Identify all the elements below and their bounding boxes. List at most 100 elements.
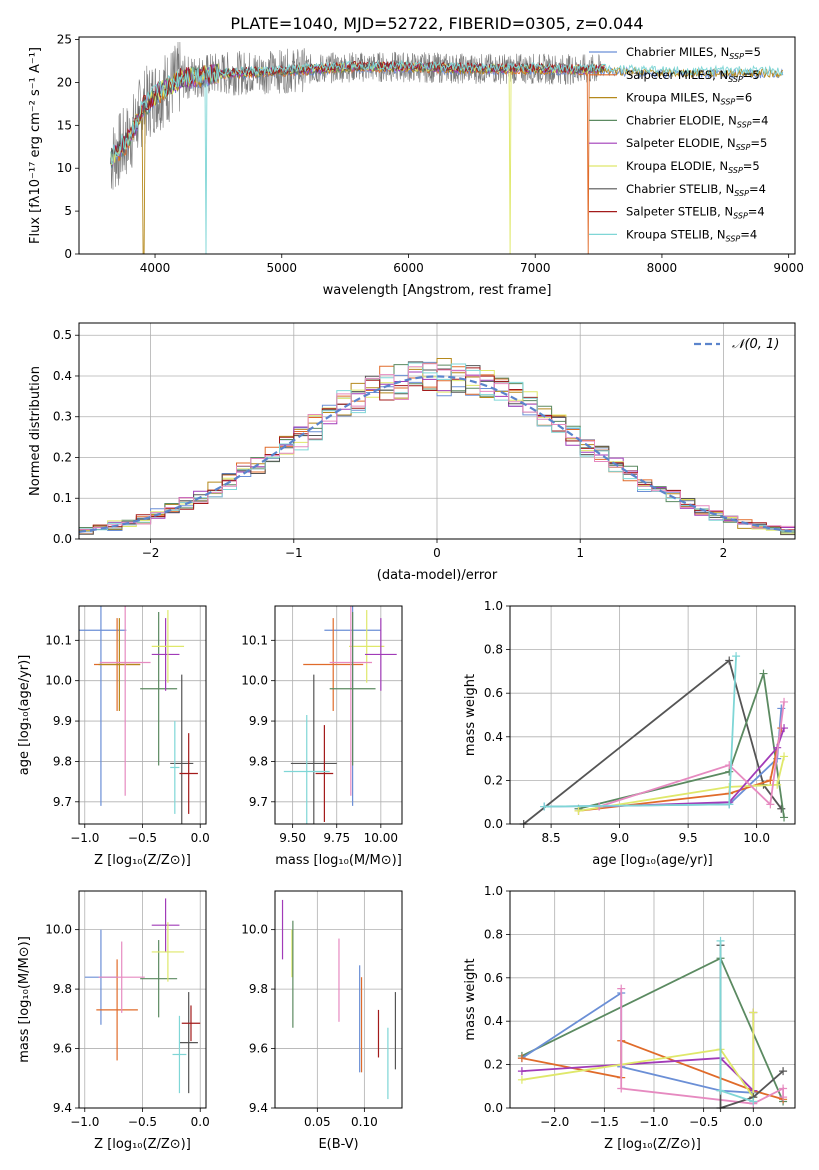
x-tick-label: −0.5 [689,1115,718,1129]
weight-vs-Z-plot-area [517,936,788,1112]
weight-marker [779,1084,788,1093]
panel-weight-vs-age: 8.5 9.0 9.5 10.0 0.0 0.2 0.4 0.6 0.8 1.0 age [log₁… [463,599,796,868]
y-tick-label: 0.0 [53,532,72,546]
weight-marker [779,1067,788,1076]
x-tick-label: 5000 [266,261,297,275]
x-tick-label: 0.05 [304,1115,331,1129]
weight-marker [617,984,626,993]
x-tick-label: 4000 [140,261,171,275]
weight-marker [716,936,725,945]
y-tick-label: 0.6 [484,686,503,700]
x-axis-label: Z [log₁₀(Z/Z⊙)] [604,1137,701,1152]
legend-entry: Kroupa STELIB, NSSP=4 [626,227,757,243]
weight-marker [780,697,789,706]
weight-marker [540,802,549,811]
y-tick-label: 9.8 [53,982,72,996]
x-tick-label: 0.10 [351,1115,378,1129]
spectrum-model-line [110,60,605,254]
x-axis-label: Z [log₁₀(Z/Z⊙)] [94,1137,191,1152]
x-tick-label: −0.5 [128,831,157,845]
y-tick-label: 25 [57,33,72,47]
x-tick-label: 1 [576,546,584,560]
legend-entry: 𝒩(0, 1) [732,337,779,352]
weight-marker [732,652,741,661]
x-tick-label: −0.5 [128,1115,157,1129]
weight-series-line [578,756,785,812]
x-tick-label: −1.0 [70,1115,99,1129]
y-tick-label: 9.6 [249,1042,268,1056]
y-tick-label: 10.0 [241,674,268,688]
x-tick-label: −1 [285,546,303,560]
panel-spectrum: 4000 5000 6000 7000 8000 9000 0 5 10 15 20 25 Chabri… [28,33,804,298]
age-vs-mass-plot-area [283,606,397,824]
x-tick-label: 10.00 [364,831,398,845]
axes-frame [509,890,796,1109]
weight-series-line [598,701,785,808]
x-axis-label: age [log₁₀(age/yr)] [592,853,713,868]
y-axis-label: mass [log₁₀(M/M⊙)] [17,936,32,1063]
y-tick-label: 0.0 [484,1101,503,1115]
y-tick-label: 10.1 [241,633,268,647]
spectrum-legend: Chabrier MILES, NSSP=5 Salpeter MILES, NS… [589,45,768,243]
weight-marker [517,1054,526,1063]
weight-marker [716,1086,725,1095]
x-tick-label: −1.0 [639,1115,668,1129]
legend-entry: Chabrier ELODIE, NSSP=4 [626,113,768,129]
figure-title: PLATE=1040, MJD=52722, FIBERID=0305, z=0… [230,14,643,33]
x-tick-label: 0.0 [191,1115,210,1129]
x-axis-label: mass [log₁₀(M/M⊙)] [275,853,402,868]
legend-entry: Salpeter MILES, NSSP=5 [626,68,760,84]
y-axis-label: Flux [fλ10⁻¹⁷ erg cm⁻² s⁻¹ A⁻¹] [28,47,43,244]
y-tick-label: 9.4 [53,1101,72,1115]
y-tick-label: 1.0 [484,599,503,613]
y-tick-label: 10.0 [241,923,268,937]
x-tick-label: 8000 [647,261,678,275]
axes-frame [509,605,796,825]
y-tick-label: 0 [64,247,72,261]
legend-entry: Chabrier MILES, NSSP=5 [626,45,761,61]
weight-marker [773,780,782,789]
gaussian-curve [79,375,795,533]
x-tick-label: −2.0 [540,1115,569,1129]
x-axis-label: (data-model)/error [377,568,498,583]
y-tick-label: 9.8 [249,754,268,768]
y-tick-label: 0.2 [53,450,72,464]
y-tick-label: 9.7 [53,795,72,809]
y-tick-label: 20 [57,75,72,89]
weight-marker [780,752,789,761]
y-tick-label: 9.4 [249,1101,268,1115]
y-tick-label: 0.2 [484,1058,503,1072]
weight-vs-age-plot-area [519,652,789,828]
y-tick-label: 9.8 [249,982,268,996]
y-tick-label: 10.1 [45,633,72,647]
weight-series-line [578,673,785,818]
y-tick-label: 15 [57,118,72,132]
x-tick-label: 2 [720,546,728,560]
weight-series-line [521,1039,784,1101]
weight-series-line [719,945,784,1110]
weight-marker [725,656,734,665]
mass-vs-ebv-plot-area [281,899,397,1100]
x-tick-label: 0 [433,546,441,560]
axes-frame [274,605,403,825]
weight-marker [759,669,768,678]
panel-weight-vs-Z: −2.0 −1.5 −1.0 −0.5 0.0 0.0 0.2 0.4 0.6 0.8 1.0 Z [… [463,884,796,1152]
x-tick-label: 9000 [773,261,804,275]
spectrum-model-line [110,59,784,254]
y-axis-label: Normed distribution [28,366,43,496]
axes-frame [78,890,207,1109]
x-tick-label: 0.0 [744,1115,763,1129]
weight-series-line [521,1012,755,1093]
panel-age-vs-Z: −1.0 −0.5 0.0 9.7 9.8 9.9 10.0 10.1 Z [log₁₀(Z/Z… [17,605,210,868]
y-tick-label: 9.9 [53,714,72,728]
panel-age-vs-mass: 9.50 9.75 10.00 9.7 9.8 9.9 10.0 10.1 mass [log₁… [241,605,403,868]
axes-frame [78,605,207,825]
y-tick-label: 9.7 [249,795,268,809]
legend-entry: Salpeter STELIB, NSSP=4 [626,205,765,221]
x-tick-label: 6000 [393,261,424,275]
residuals-plot-area [79,358,795,536]
y-tick-label: 9.6 [53,1042,72,1056]
y-tick-label: 0.5 [53,328,72,342]
spectrum-plot-area [110,41,784,254]
weight-series-line [521,1012,755,1101]
